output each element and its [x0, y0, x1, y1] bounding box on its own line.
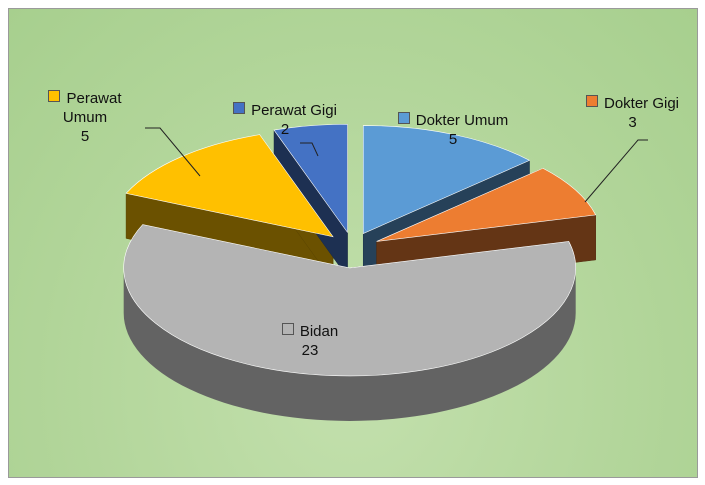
legend-key — [233, 102, 246, 114]
label-value: 23 — [301, 342, 319, 359]
legend-key — [397, 112, 410, 124]
slice — [376, 167, 597, 242]
outer-walls — [123, 267, 576, 421]
slice — [273, 123, 348, 234]
label-value: 5 — [448, 131, 458, 148]
data-label: Dokter Umum 5 — [378, 111, 528, 149]
data-label: Perawat Umum 5 — [30, 89, 140, 146]
slice-wall — [123, 267, 576, 421]
legend-key — [281, 323, 294, 335]
legend-key — [48, 90, 61, 102]
leader-line — [300, 142, 319, 157]
label-name: Dokter Gigi — [603, 95, 680, 112]
slice — [362, 125, 531, 234]
slice — [125, 134, 334, 238]
label-name: Dokter Umum — [415, 112, 509, 129]
label-value: 2 — [280, 121, 290, 138]
label-value: 3 — [628, 114, 637, 131]
label-name: Bidan — [299, 323, 339, 340]
label-name: Perawat Umum — [62, 90, 122, 126]
leader-line — [145, 127, 201, 177]
legend-key — [585, 95, 598, 107]
data-label: Bidan 23 — [250, 322, 370, 360]
label-name: Perawat Gigi — [251, 102, 337, 119]
leader-line — [584, 139, 648, 203]
data-label: Dokter Gigi 3 — [560, 94, 705, 132]
slice — [123, 224, 576, 377]
tops — [123, 123, 597, 377]
label-value: 5 — [80, 128, 90, 145]
data-label: Perawat Gigi 2 — [200, 101, 370, 139]
